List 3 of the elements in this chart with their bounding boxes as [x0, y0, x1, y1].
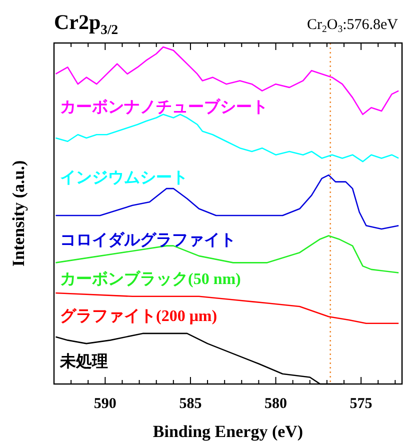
- title: Cr2p$_{3/2}$: [54, 10, 118, 37]
- xlabel: Binding Energy (eV): [152, 422, 304, 441]
- ylabel: Intensity (a.u.): [9, 160, 28, 267]
